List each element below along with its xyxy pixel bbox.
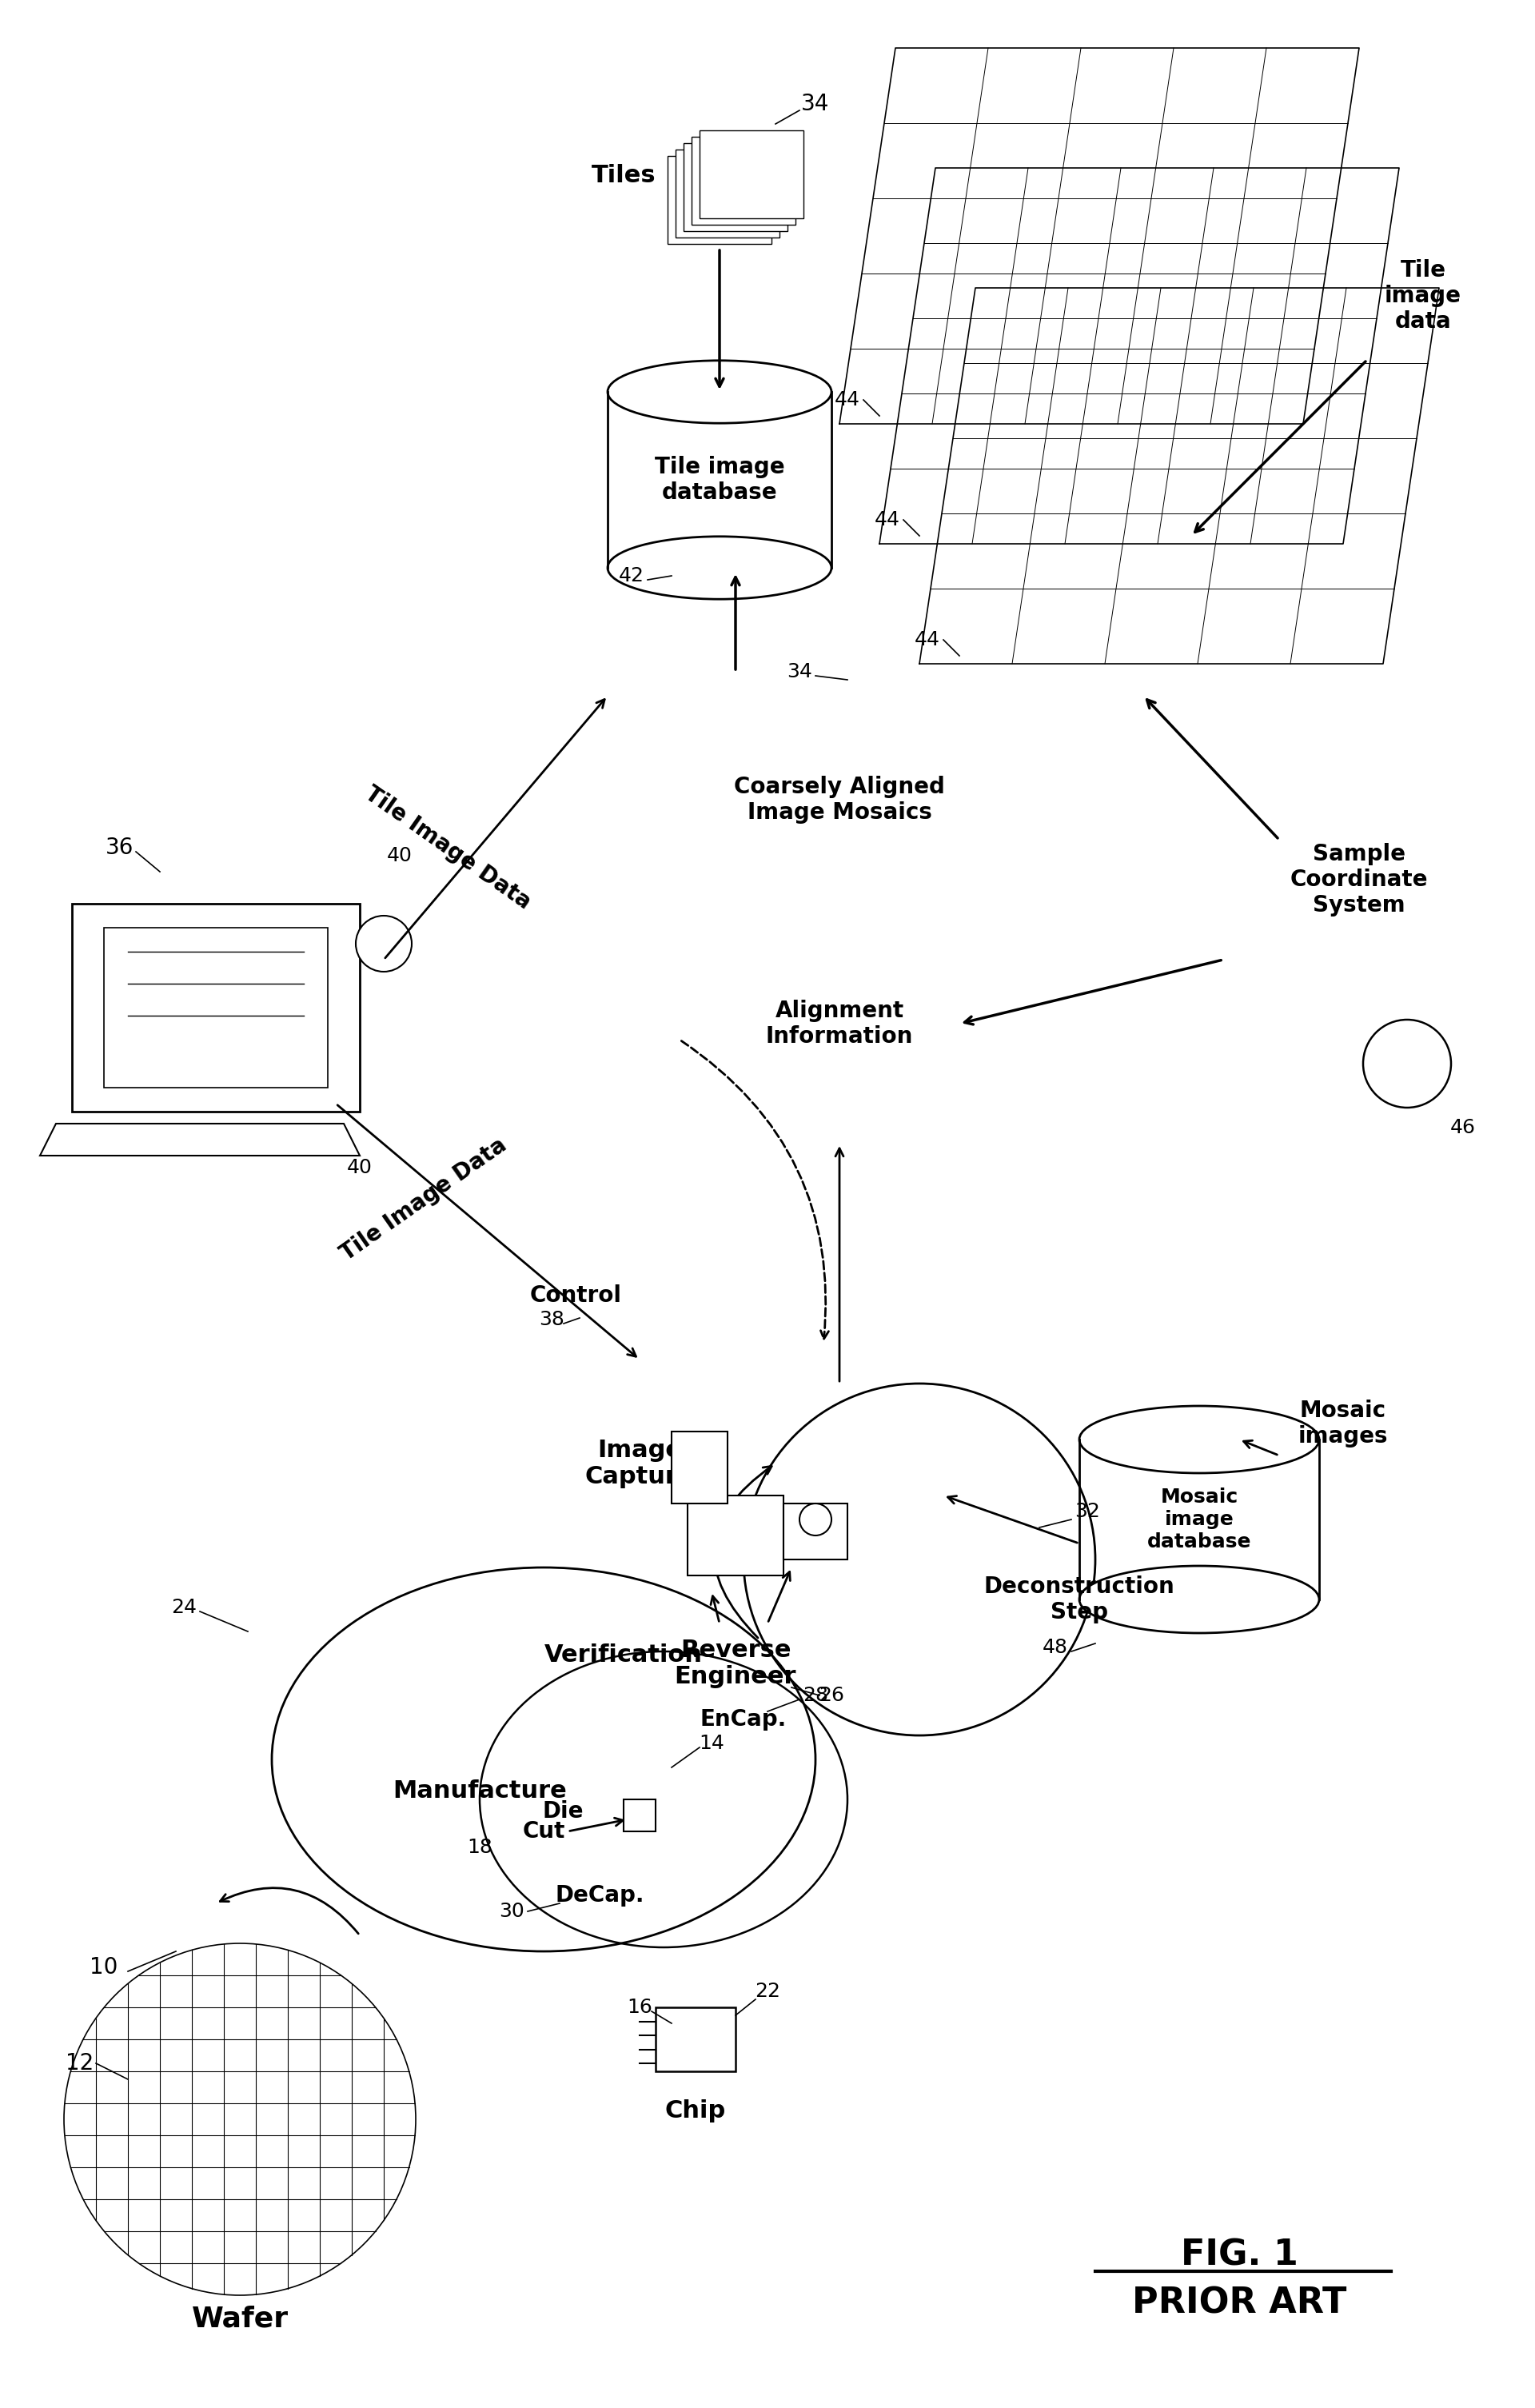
Text: 48: 48 — [1042, 1637, 1068, 1657]
Bar — [692, 137, 795, 224]
Text: 18: 18 — [467, 1837, 493, 1857]
Text: Coarsely Aligned
Image Mosaics: Coarsely Aligned Image Mosaics — [734, 775, 946, 824]
Text: Image
Capture: Image Capture — [585, 1438, 694, 1488]
Polygon shape — [40, 1125, 359, 1156]
Text: 44: 44 — [835, 390, 860, 409]
Text: Control: Control — [530, 1283, 622, 1308]
Text: 12: 12 — [66, 2052, 94, 2076]
Circle shape — [800, 1503, 832, 1536]
Text: Die: Die — [542, 1801, 583, 1823]
Text: 34: 34 — [801, 94, 829, 116]
Text: Manufacture: Manufacture — [393, 1780, 566, 1804]
Text: Tiles: Tiles — [591, 164, 655, 188]
Text: 46: 46 — [1451, 1117, 1475, 1137]
Text: 22: 22 — [755, 1982, 780, 2001]
Text: 44: 44 — [875, 510, 900, 530]
Text: Sample
Coordinate
System: Sample Coordinate System — [1289, 843, 1428, 917]
Text: Deconstruction
Step: Deconstruction Step — [984, 1575, 1174, 1623]
Bar — [623, 1799, 655, 1832]
Bar — [668, 157, 772, 243]
Text: Reverse
Engineer: Reverse Engineer — [674, 1637, 797, 1688]
Text: 10: 10 — [89, 1955, 118, 1979]
Bar — [72, 903, 359, 1112]
Text: EnCap.: EnCap. — [700, 1707, 787, 1731]
Text: Tile
image
data: Tile image data — [1385, 258, 1461, 332]
Text: 24: 24 — [170, 1599, 196, 1618]
Ellipse shape — [608, 361, 832, 424]
Text: 30: 30 — [499, 1902, 525, 1922]
Text: 38: 38 — [539, 1310, 565, 1329]
Text: Tile Image Data: Tile Image Data — [361, 783, 534, 913]
Bar — [672, 1430, 728, 1503]
Ellipse shape — [608, 537, 832, 600]
Text: Tile Image Data: Tile Image Data — [336, 1134, 511, 1264]
Text: DeCap.: DeCap. — [556, 1883, 645, 1907]
Circle shape — [64, 1943, 416, 2295]
Text: Alignment
Information: Alignment Information — [766, 999, 913, 1047]
Text: Chip: Chip — [665, 2100, 726, 2124]
Text: Mosaic
images: Mosaic images — [1299, 1399, 1388, 1447]
Text: 26: 26 — [818, 1686, 844, 1705]
Bar — [683, 142, 787, 231]
Text: Cut: Cut — [522, 1820, 565, 1842]
Polygon shape — [919, 289, 1440, 665]
Bar — [655, 2008, 735, 2071]
Text: 14: 14 — [698, 1734, 725, 1753]
Text: 40: 40 — [387, 845, 413, 864]
Text: Tile image
database: Tile image database — [654, 455, 784, 503]
Text: 44: 44 — [915, 631, 939, 650]
Bar — [700, 130, 803, 219]
Text: PRIOR ART: PRIOR ART — [1131, 2285, 1346, 2321]
Polygon shape — [840, 48, 1358, 424]
Text: Mosaic
image
database: Mosaic image database — [1147, 1488, 1251, 1551]
Text: 16: 16 — [626, 1999, 652, 2018]
Bar — [675, 149, 780, 238]
Ellipse shape — [1079, 1565, 1319, 1633]
Text: 36: 36 — [106, 836, 134, 860]
Text: 34: 34 — [787, 662, 812, 681]
Text: Wafer: Wafer — [192, 2304, 289, 2333]
Text: 40: 40 — [347, 1158, 373, 1178]
Bar — [104, 927, 328, 1088]
Text: 28: 28 — [803, 1686, 829, 1705]
Ellipse shape — [1079, 1406, 1319, 1474]
Bar — [688, 1495, 783, 1575]
Bar — [783, 1503, 847, 1560]
Text: FIG. 1: FIG. 1 — [1180, 2237, 1299, 2273]
Text: 32: 32 — [1074, 1503, 1101, 1522]
Text: 42: 42 — [619, 566, 645, 585]
Polygon shape — [880, 169, 1398, 544]
Text: Verification: Verification — [545, 1645, 703, 1666]
Circle shape — [356, 915, 411, 973]
